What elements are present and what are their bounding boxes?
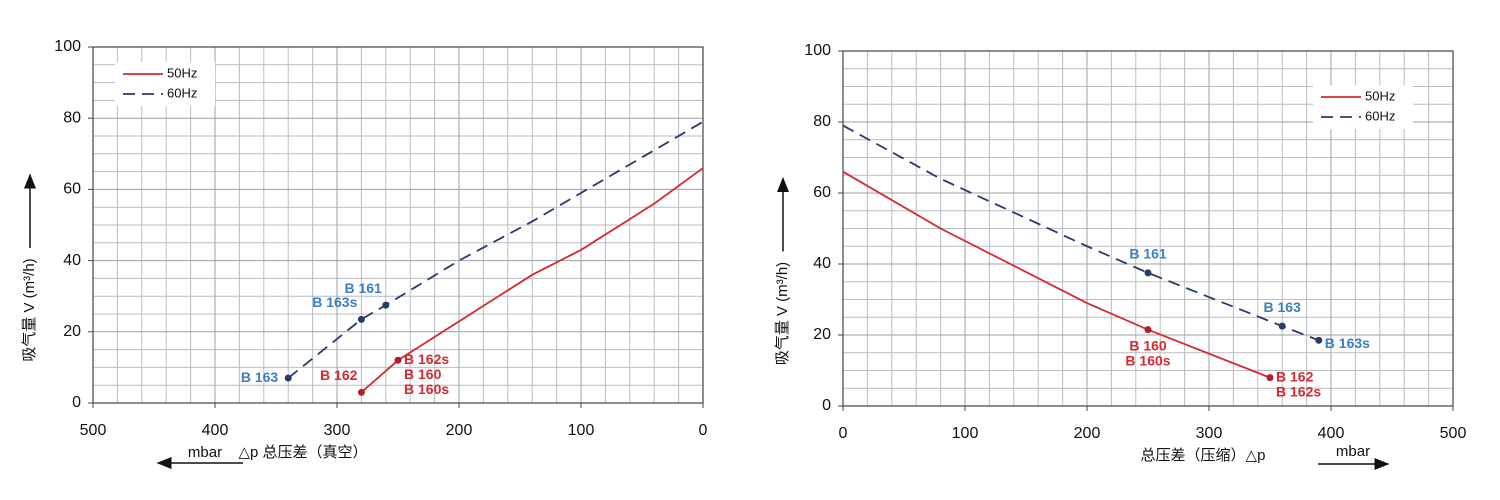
point-marker: [1266, 374, 1274, 382]
point-marker: [1278, 322, 1286, 330]
x-tick-label: 0: [839, 425, 848, 442]
point-marker: [1144, 326, 1152, 334]
point-label: B 161: [1129, 246, 1167, 262]
point-marker: [1315, 336, 1323, 344]
x-tick-label: 300: [324, 422, 351, 439]
point-label: B 161: [344, 280, 382, 296]
point-marker: [357, 315, 365, 323]
x-tick-label: 100: [568, 422, 595, 439]
point-label: B 162: [1276, 368, 1314, 384]
point-marker: [357, 388, 365, 396]
y-tick-label: 40: [63, 252, 81, 269]
point-label: B 163: [1264, 299, 1302, 315]
series-line: [842, 124, 1320, 342]
legend-box: [1313, 85, 1413, 129]
legend-box: [115, 62, 215, 106]
x-tick-label: 500: [80, 422, 107, 439]
x-tick-label: 500: [1440, 425, 1467, 442]
point-label: B 163: [241, 369, 279, 385]
x-axis-label: 总压差（压缩）△p: [1141, 447, 1266, 464]
legend-label: 50Hz: [1365, 88, 1395, 103]
y-axis-label: 吸气量 V (m³/h): [774, 262, 791, 365]
y-tick-label: 60: [813, 184, 831, 201]
x-axis-label: △p 总压差（真空）: [238, 443, 367, 461]
point-label: B 160: [404, 366, 442, 382]
point-label: B 162s: [1276, 383, 1321, 399]
series-line: [287, 120, 704, 379]
x-tick-label: 200: [1074, 425, 1101, 442]
point-marker: [382, 301, 390, 309]
y-tick-label: 60: [63, 181, 81, 198]
y-tick-label: 100: [54, 38, 81, 55]
series-line: [360, 167, 704, 393]
x-tick-label: 400: [1318, 425, 1345, 442]
x-unit: mbar: [188, 444, 222, 461]
point-label: B 160s: [1125, 352, 1170, 368]
x-tick-label: 400: [202, 422, 229, 439]
y-tick-label: 100: [804, 42, 831, 59]
y-tick-label: 80: [813, 113, 831, 130]
x-tick-label: 100: [952, 425, 979, 442]
point-marker: [394, 356, 402, 364]
legend-label: 60Hz: [167, 85, 197, 100]
y-tick-label: 40: [813, 255, 831, 272]
y-axis-label: 吸气量 V (m³/h): [21, 258, 38, 361]
series-line: [842, 170, 1271, 379]
y-tick-label: 0: [72, 394, 81, 411]
y-tick-label: 20: [63, 323, 81, 340]
point-label: B 160s: [404, 381, 449, 397]
point-label: B 162: [320, 367, 358, 383]
legend-label: 60Hz: [1365, 108, 1395, 123]
point-marker: [1144, 269, 1152, 277]
x-unit: mbar: [1336, 443, 1370, 460]
x-tick-label: 200: [446, 422, 473, 439]
point-label: B 162s: [404, 351, 449, 367]
point-label: B 163s: [312, 294, 357, 310]
y-tick-label: 80: [63, 109, 81, 126]
x-tick-label: 0: [699, 422, 708, 439]
y-tick-label: 0: [822, 397, 831, 414]
point-marker: [284, 374, 292, 382]
point-label: B 160: [1129, 337, 1167, 353]
plot-frame: [92, 46, 704, 404]
point-label: B 163s: [1325, 335, 1370, 351]
x-tick-label: 300: [1196, 425, 1223, 442]
y-tick-label: 20: [813, 326, 831, 343]
plot-frame: [842, 50, 1454, 407]
legend-label: 50Hz: [167, 65, 197, 80]
